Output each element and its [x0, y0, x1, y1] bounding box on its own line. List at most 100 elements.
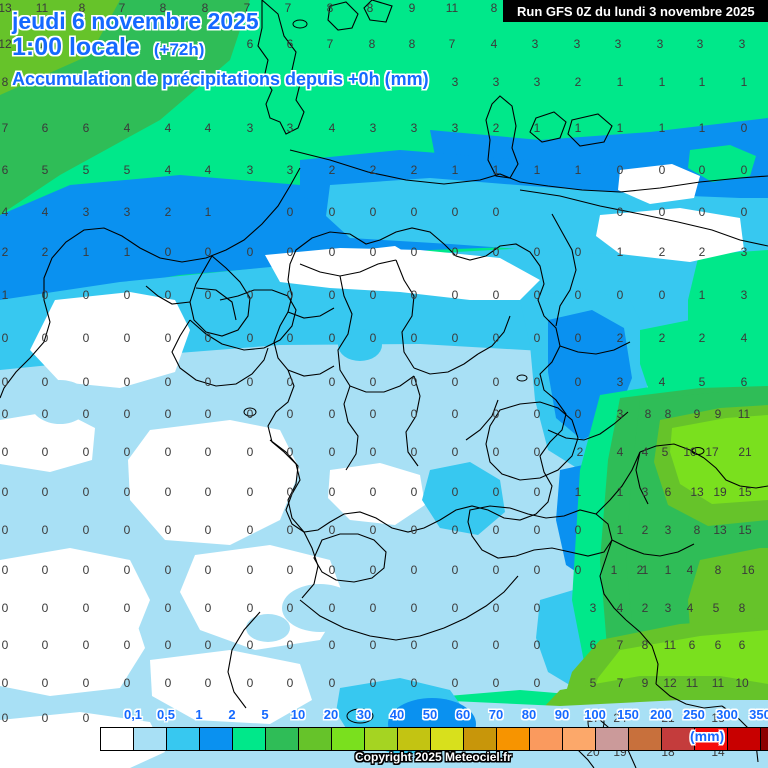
grid-value: 3: [738, 37, 746, 51]
grid-value: 4: [740, 331, 748, 345]
grid-value: 4: [616, 445, 624, 459]
grid-value: 1: [698, 288, 706, 302]
legend-tick: 200: [650, 707, 672, 722]
grid-value: 4: [410, 75, 418, 89]
grid-value: 0: [492, 245, 500, 259]
grid-value: 0: [82, 288, 90, 302]
grid-value: 0: [41, 407, 49, 421]
grid-value: 0: [164, 445, 172, 459]
legend-swatch[interactable]: [530, 728, 563, 750]
grid-value: 0: [246, 485, 254, 499]
legend-swatch[interactable]: [101, 728, 134, 750]
grid-value: 0: [328, 445, 336, 459]
legend-swatch[interactable]: [464, 728, 497, 750]
grid-value: 0: [451, 445, 459, 459]
grid-value: 12: [663, 676, 677, 690]
legend-swatch[interactable]: [233, 728, 266, 750]
legend-tick: 90: [554, 707, 570, 722]
grid-value: 5: [41, 163, 49, 177]
legend-swatch[interactable]: [398, 728, 431, 750]
legend-tick: 30: [356, 707, 372, 722]
legend-tick-labels: 0,1 0,5 1 2 5 10 20 30 40 50 60 70 80 90 100 150 200 250 3…: [0, 705, 768, 727]
legend-swatch[interactable]: [431, 728, 464, 750]
grid-value: 0: [123, 445, 131, 459]
grid-value: 0: [164, 375, 172, 389]
grid-value: 3: [616, 375, 624, 389]
legend-swatch[interactable]: [299, 728, 332, 750]
grid-value: 7: [1, 121, 9, 135]
grid-value: 0: [1, 563, 9, 577]
grid-value: 7: [326, 37, 334, 51]
legend-tick: 40: [389, 707, 405, 722]
grid-value: 3: [451, 121, 459, 135]
grid-value: 0: [574, 563, 582, 577]
grid-value: 0: [41, 331, 49, 345]
legend-tick: 80: [521, 707, 537, 722]
grid-value: 0: [533, 375, 541, 389]
legend-swatch[interactable]: [134, 728, 167, 750]
grid-value: 8: [41, 75, 49, 89]
grid-value: 0: [533, 601, 541, 615]
legend-swatch[interactable]: [497, 728, 530, 750]
grid-value: 0: [328, 676, 336, 690]
legend-swatch[interactable]: [200, 728, 233, 750]
grid-value: 0: [410, 485, 418, 499]
legend-swatch[interactable]: [629, 728, 662, 750]
grid-value: 0: [533, 445, 541, 459]
grid-value: 4: [658, 375, 666, 389]
grid-value: 2: [369, 163, 377, 177]
grid-value: 6: [286, 37, 294, 51]
grid-value: 0: [451, 523, 459, 537]
legend-swatch[interactable]: [266, 728, 299, 750]
grid-value: 0: [451, 331, 459, 345]
legend-swatch[interactable]: [563, 728, 596, 750]
grid-value: 0: [246, 288, 254, 302]
grid-value: 0: [41, 638, 49, 652]
grid-value: 3: [589, 601, 597, 615]
forecast-time-value: 1:00 locale: [12, 33, 140, 61]
grid-value: 0: [492, 407, 500, 421]
legend-swatch[interactable]: [332, 728, 365, 750]
grid-value: 0: [492, 523, 500, 537]
legend-swatch[interactable]: [728, 728, 761, 750]
grid-value: 0: [410, 563, 418, 577]
grid-value: 3: [740, 245, 748, 259]
grid-value: 4: [686, 563, 694, 577]
grid-value: 0: [246, 407, 254, 421]
grid-value: 0: [246, 523, 254, 537]
grid-value: 1: [616, 485, 624, 499]
grid-value: 0: [164, 601, 172, 615]
grid-value: 0: [246, 445, 254, 459]
grid-value: 4: [164, 121, 172, 135]
grid-value: 0: [574, 375, 582, 389]
legend-swatch[interactable]: [761, 728, 768, 750]
grid-value: 2: [492, 121, 500, 135]
grid-value: 0: [492, 205, 500, 219]
legend-swatch[interactable]: [167, 728, 200, 750]
grid-value: 0: [164, 485, 172, 499]
grid-value: 19: [713, 485, 727, 499]
legend-swatch[interactable]: [695, 728, 728, 750]
legend-color-bar[interactable]: [100, 727, 768, 751]
grid-value: 6: [714, 638, 722, 652]
grid-value: 0: [410, 445, 418, 459]
grid-value: 9: [693, 407, 701, 421]
grid-value: 5: [82, 163, 90, 177]
color-scale-legend[interactable]: 0,1 0,5 1 2 5 10 20 30 40 50 60 70 80 90 100 150 200 250 3…: [0, 705, 768, 768]
legend-swatch[interactable]: [662, 728, 695, 750]
grid-value: 0: [164, 245, 172, 259]
grid-value: 0: [328, 601, 336, 615]
grid-value: 6: [738, 638, 746, 652]
grid-value: 0: [82, 711, 90, 725]
legend-swatch[interactable]: [365, 728, 398, 750]
grid-value: 6: [246, 37, 254, 51]
grid-value: 8: [368, 37, 376, 51]
grid-value: 0: [123, 288, 131, 302]
grid-value: 3: [123, 205, 131, 219]
grid-value: 8: [78, 1, 86, 15]
grid-value: 0: [123, 563, 131, 577]
grid-value: 0: [123, 676, 131, 690]
legend-swatch[interactable]: [596, 728, 629, 750]
grid-value: 0: [328, 523, 336, 537]
